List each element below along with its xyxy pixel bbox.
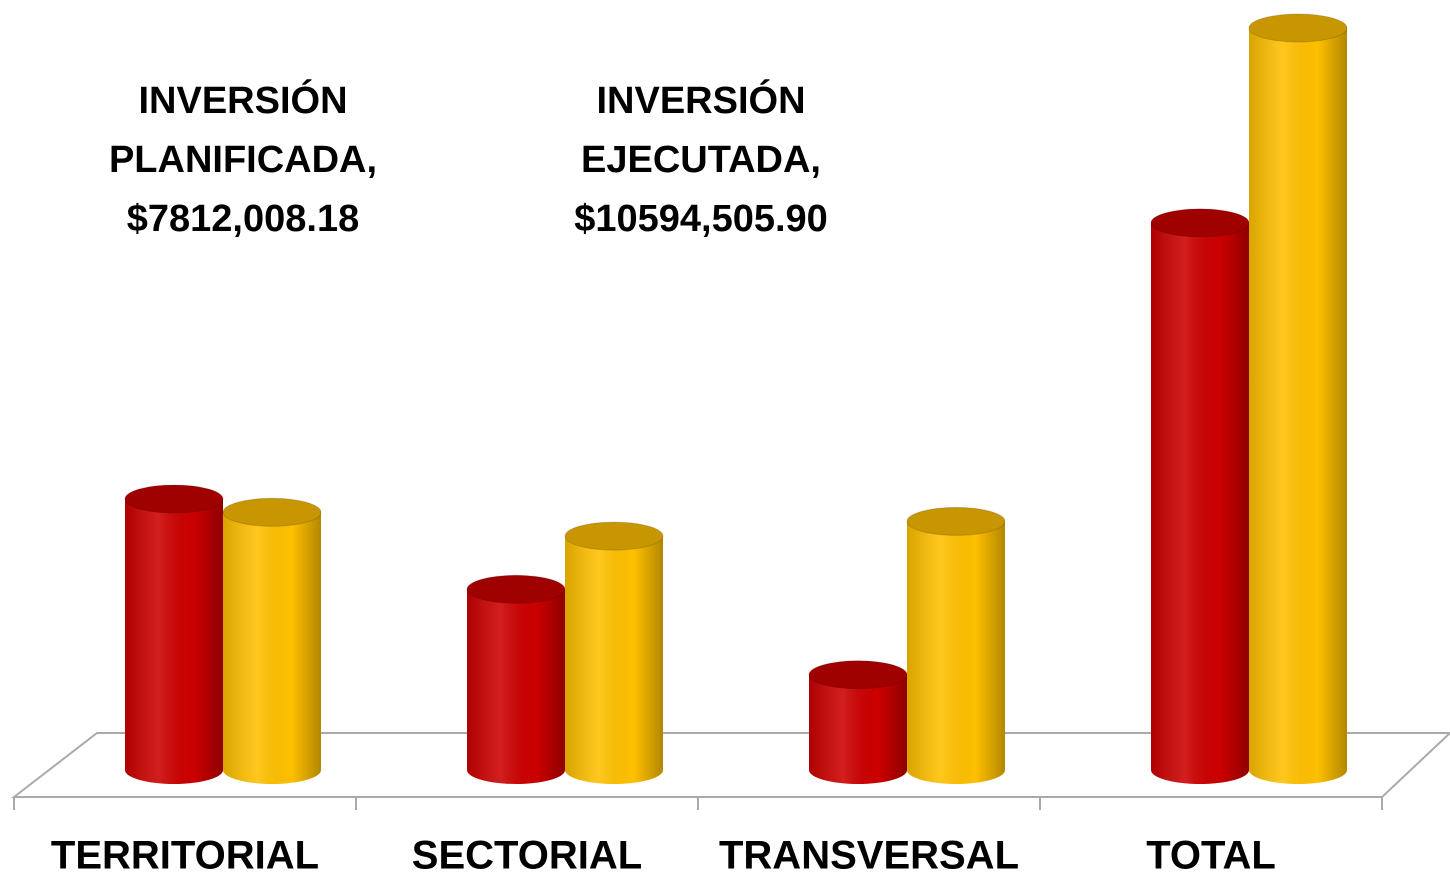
bar-top <box>564 521 664 551</box>
floor <box>11 732 1450 798</box>
bar-top-shade <box>1249 14 1347 42</box>
bar-top <box>1248 13 1348 43</box>
bar-shade <box>809 674 907 784</box>
bar-shade <box>1151 222 1249 784</box>
value-label: $10594,505.90 <box>574 198 828 240</box>
bar-top-shade <box>223 498 321 527</box>
bar-top-shade <box>809 660 907 689</box>
x-tick-label: SECTORIAL <box>412 834 642 877</box>
x-tick-label: TERRITORIAL <box>51 834 319 877</box>
bar-shade <box>223 512 321 784</box>
series-label: INVERSIÓN PLANIFICADA, <box>109 78 377 181</box>
bar-shade <box>125 498 223 784</box>
bar-top-shade <box>467 575 565 604</box>
bar-shade <box>565 536 663 784</box>
x-tick-label: TOTAL <box>1146 834 1276 877</box>
value-label: $7812,008.18 <box>127 198 359 240</box>
bar-top-shade <box>907 507 1005 536</box>
series-label: INVERSIÓN EJECUTADA, <box>581 78 821 181</box>
bar-shade <box>467 589 565 784</box>
bar-top <box>906 506 1006 536</box>
bar-shade <box>1249 28 1347 784</box>
bar-shade <box>907 521 1005 784</box>
bar-top-shade <box>125 484 223 513</box>
bar-top <box>124 484 224 514</box>
bar-top-shade <box>565 522 663 551</box>
x-tick-label: TRANSVERSAL <box>719 834 1019 877</box>
bar-top-shade <box>1151 208 1249 237</box>
bar-top <box>222 497 322 527</box>
